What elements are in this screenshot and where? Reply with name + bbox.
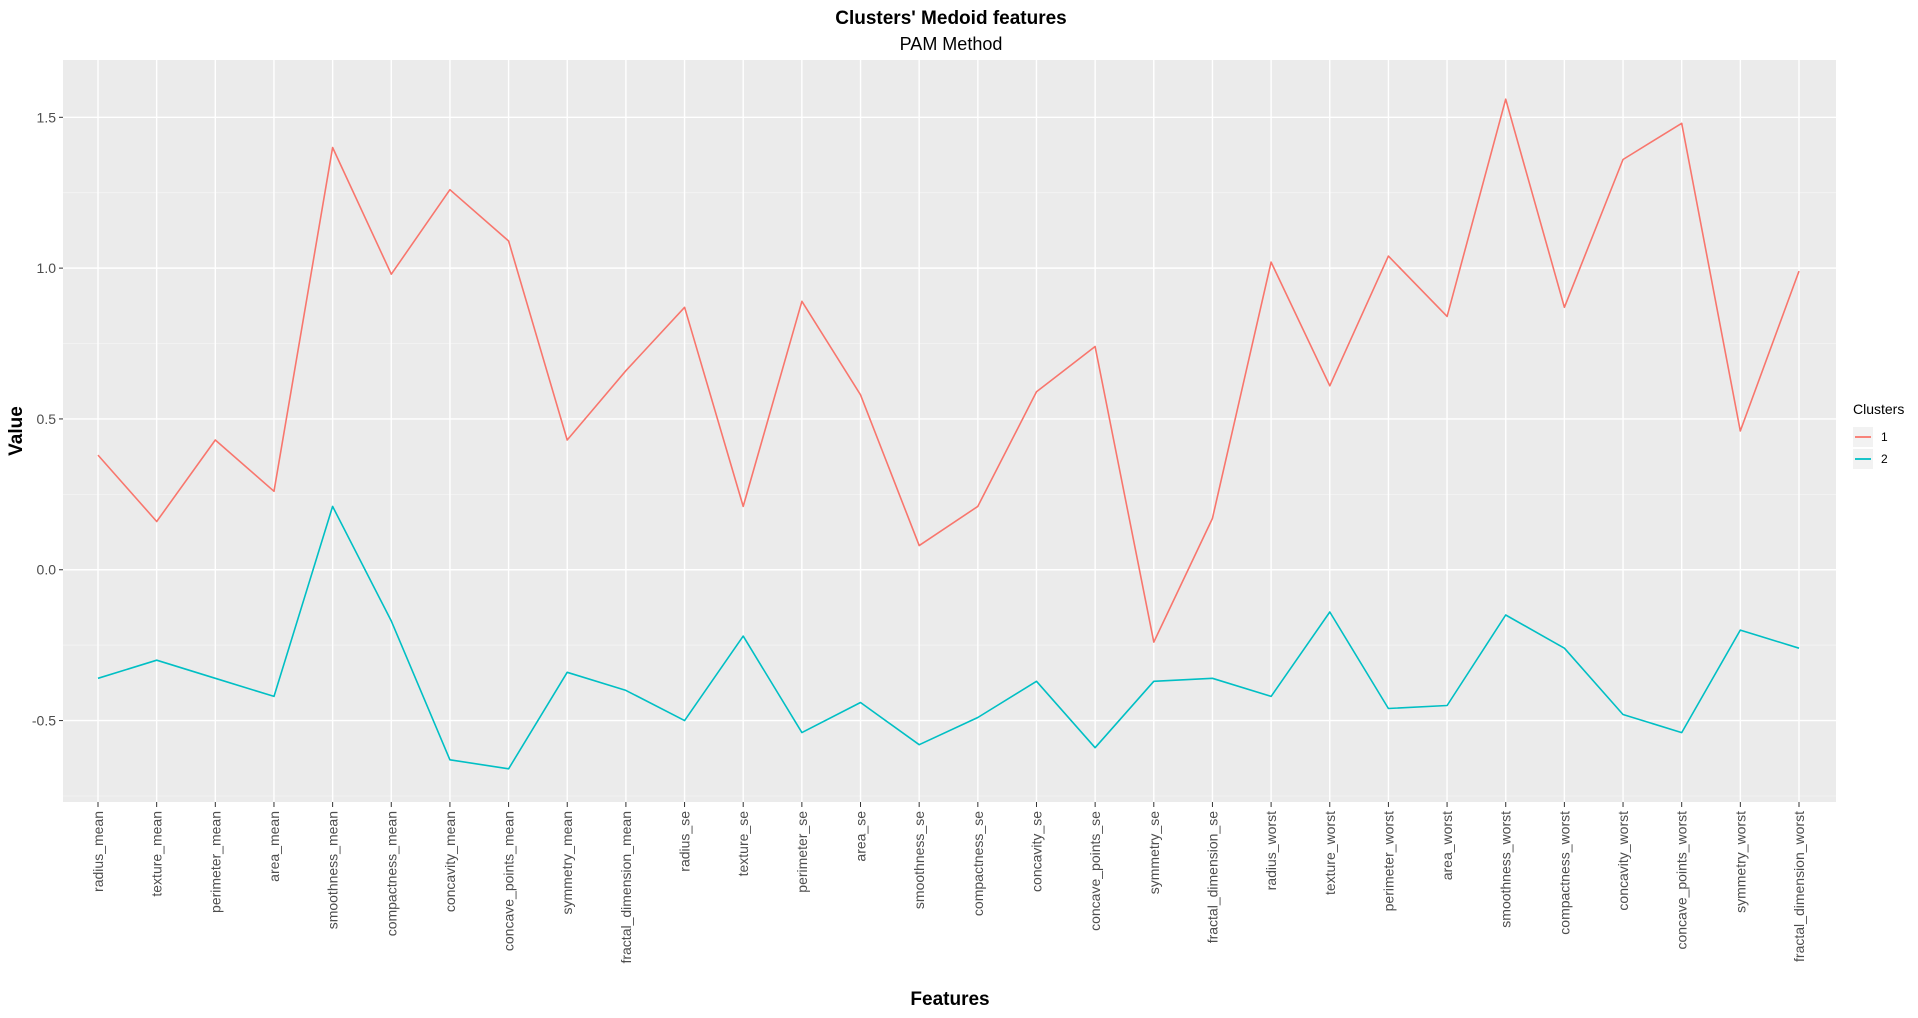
x-tick-label: concavity_worst <box>1615 811 1631 911</box>
plot-panel <box>63 60 1836 802</box>
x-tick-label: radius_worst <box>1263 811 1279 890</box>
x-tick-label: fractal_dimension_mean <box>618 811 634 964</box>
legend-label: 1 <box>1881 430 1888 444</box>
legend-keys: 12 <box>1853 427 1888 469</box>
x-tick-label: area_mean <box>266 811 282 882</box>
grid <box>63 60 1836 802</box>
y-tick-label: 1.5 <box>37 109 57 125</box>
x-tick-label: smoothness_se <box>911 811 927 909</box>
x-tick-label: radius_se <box>677 811 693 872</box>
x-tick-label: area_worst <box>1439 811 1455 880</box>
x-tick-label: symmetry_worst <box>1732 811 1748 913</box>
y-tick-label: -0.5 <box>32 713 56 729</box>
series-line-1 <box>97 98 1800 643</box>
x-axis: radius_mean texture_mean perimeter_mean are… <box>90 802 1807 964</box>
x-tick-label: texture_se <box>735 811 751 877</box>
x-tick-label: perimeter_se <box>794 811 810 893</box>
x-tick-label: symmetry_se <box>1146 811 1162 894</box>
y-axis-title: Value <box>6 406 27 456</box>
y-tick-label: 0.0 <box>37 562 57 578</box>
x-tick-label: smoothness_mean <box>325 811 341 929</box>
legend: Clusters 12 <box>1853 401 1904 469</box>
x-tick-label: symmetry_mean <box>559 811 575 914</box>
series <box>97 98 1800 770</box>
x-tick-label: concave_points_mean <box>501 811 517 951</box>
x-tick-label: perimeter_mean <box>207 811 223 913</box>
x-tick-label: concavity_se <box>1028 811 1044 892</box>
x-tick-label: perimeter_worst <box>1380 811 1396 911</box>
x-tick-label: concave_points_se <box>1087 811 1103 931</box>
chart-subtitle: PAM Method <box>900 34 1003 54</box>
legend-label: 2 <box>1881 452 1888 466</box>
x-tick-label: smoothness_worst <box>1498 811 1514 928</box>
x-tick-label: fractal_dimension_se <box>1204 811 1220 944</box>
x-tick-label: fractal_dimension_worst <box>1791 811 1807 962</box>
y-tick-label: 1.0 <box>37 260 57 276</box>
x-axis-title: Features <box>910 989 989 1010</box>
x-tick-label: texture_worst <box>1322 811 1338 895</box>
chart-title: Clusters' Medoid features <box>835 8 1067 29</box>
x-tick-label: compactness_mean <box>383 811 399 936</box>
series-line-2 <box>97 505 1800 770</box>
y-tick-label: 0.5 <box>37 411 57 427</box>
x-tick-label: concave_points_worst <box>1674 811 1690 950</box>
x-tick-label: compactness_worst <box>1556 811 1572 935</box>
y-axis: -0.5 0.0 0.5 1.0 1.5 <box>32 109 63 729</box>
x-tick-label: compactness_se <box>970 811 986 916</box>
legend-title: Clusters <box>1853 401 1904 417</box>
x-tick-label: radius_mean <box>90 811 106 892</box>
x-tick-label: area_se <box>853 811 869 862</box>
x-tick-label: texture_mean <box>149 811 165 897</box>
x-tick-label: concavity_mean <box>442 811 458 912</box>
